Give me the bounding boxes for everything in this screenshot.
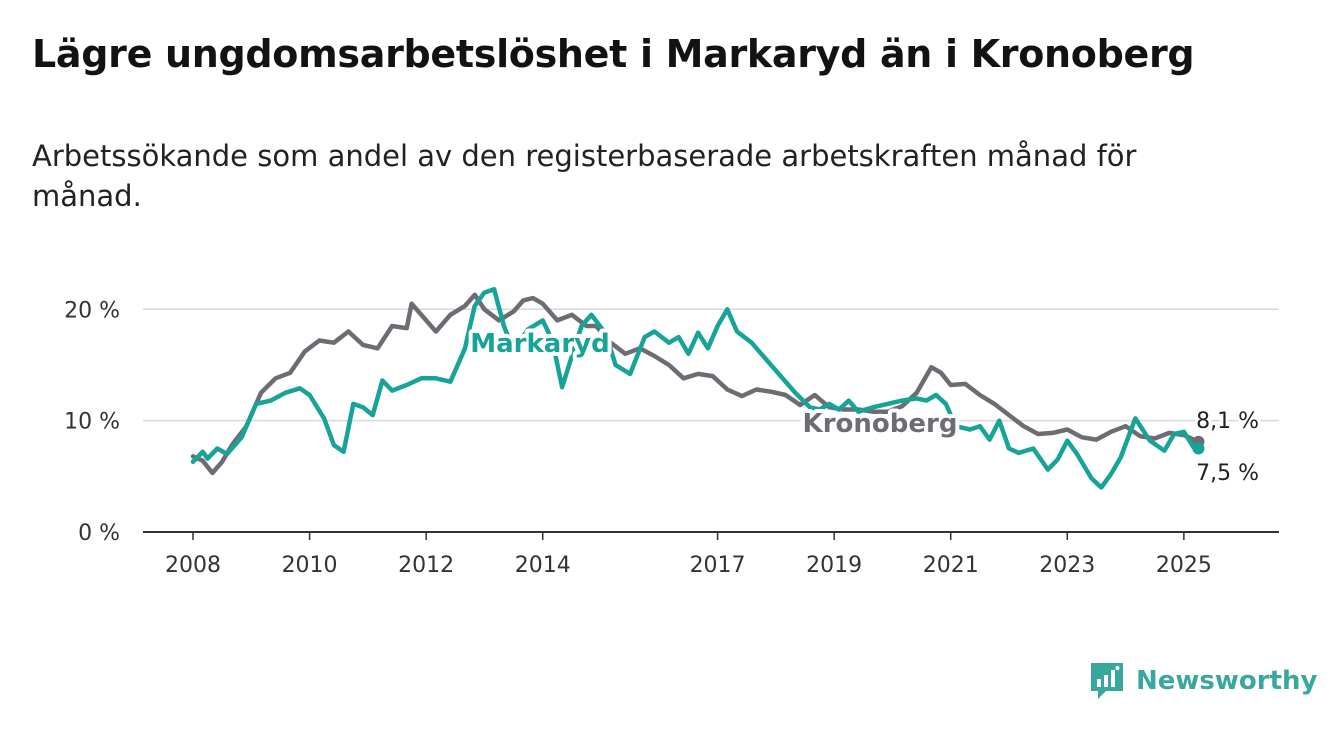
end-point-markaryd: [1192, 442, 1205, 455]
series-line-markaryd: [190, 286, 1201, 490]
brand-name: Newsworthy: [1136, 666, 1318, 696]
series-label-kronoberg: Kronoberg: [803, 409, 958, 439]
series-line-kronoberg: [190, 292, 1201, 476]
series-layer: [190, 286, 1205, 490]
bar-chart-icon: [1091, 663, 1123, 699]
line-chart: 0 % 10 % 20 % 2008 2010 2012 2014 2017 2019 2021 2…: [64, 286, 1279, 578]
grid-layer: [143, 308, 1279, 422]
x-tick-label: 2014: [515, 553, 571, 578]
axis-layer: 0 % 10 % 20 % 2008 2010 2012 2014 2017 2019 2021 2…: [64, 298, 1279, 578]
x-tick-label: 2008: [165, 553, 221, 578]
y-tick-label: 0 %: [78, 521, 120, 546]
x-tick-label: 2021: [923, 553, 979, 578]
series-label-halo: Kronoberg: [803, 409, 958, 439]
series-label-halo: Markaryd: [470, 329, 609, 359]
x-tick-label: 2010: [282, 553, 338, 578]
end-label-halo: 7,5 %: [1196, 461, 1259, 486]
y-tick-label: 20 %: [64, 298, 120, 323]
chart-subtitle: Arbetssökande som andel av den registerb…: [32, 139, 1137, 213]
end-label-halo: 8,1 %: [1196, 409, 1259, 434]
x-tick-label: 2025: [1156, 553, 1212, 578]
end-value-label-markaryd: 7,5 %: [1196, 461, 1259, 486]
y-tick-label: 10 %: [64, 410, 120, 435]
chart-title: Lägre ungdomsarbetslöshet i Markaryd än …: [32, 32, 1195, 76]
x-tick-label: 2012: [398, 553, 454, 578]
series-label-markaryd: Markaryd: [470, 329, 609, 359]
x-tick-label: 2019: [806, 553, 862, 578]
x-tick-label: 2023: [1039, 553, 1095, 578]
x-tick-label: 2017: [690, 553, 746, 578]
newsworthy-logo: Newsworthy: [1088, 660, 1317, 702]
end-value-label-kronoberg: 8,1 %: [1196, 409, 1259, 434]
